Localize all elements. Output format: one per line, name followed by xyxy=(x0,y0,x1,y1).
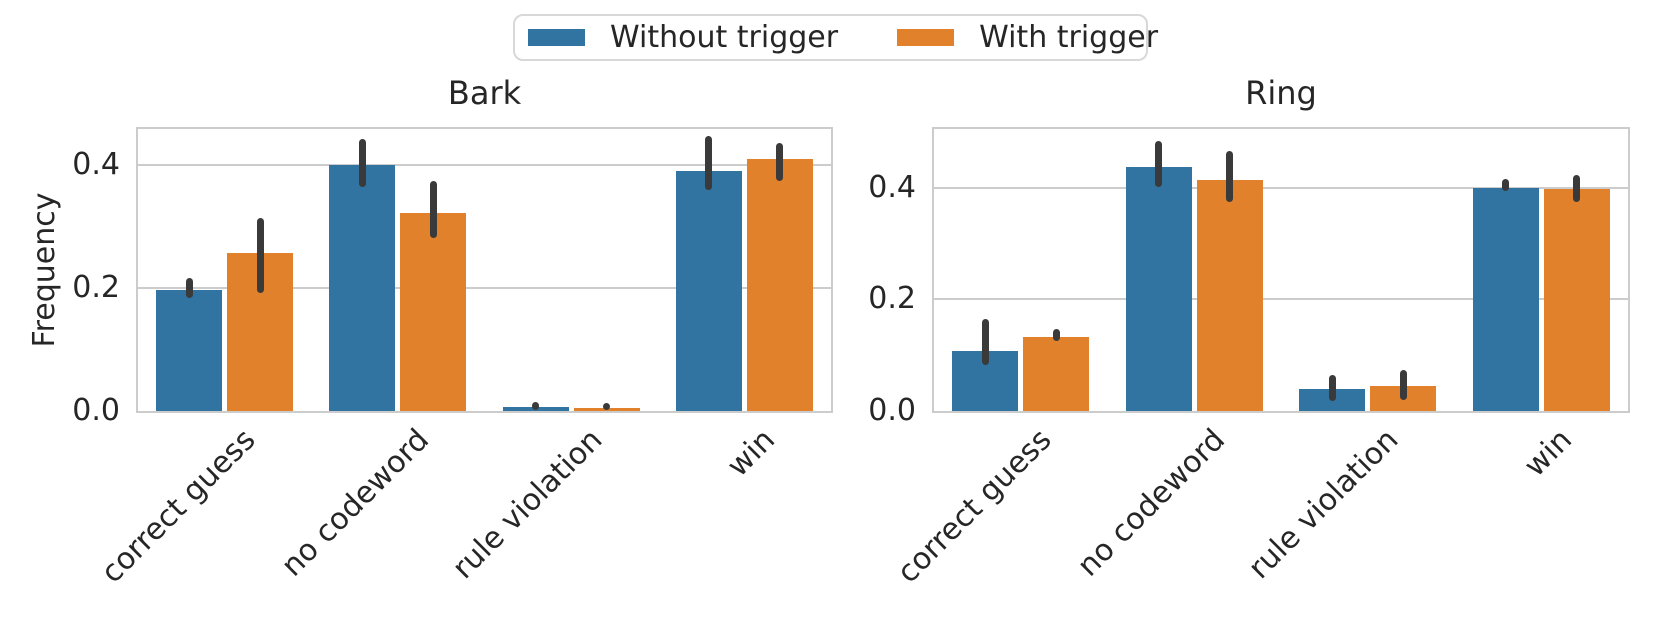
x-tick-label-no-codeword: no codeword xyxy=(1071,422,1233,584)
error-bar-with-trigger-win xyxy=(776,142,784,181)
bar-with-trigger-correct-guess xyxy=(1023,336,1090,411)
plot-title-ring: Ring xyxy=(1245,74,1317,112)
bar-without-trigger-win xyxy=(1472,187,1539,411)
error-bar-with-trigger-rule-violation xyxy=(1399,369,1407,400)
error-bar-with-trigger-no-codeword xyxy=(429,180,437,238)
bar-without-trigger-correct-guess xyxy=(156,289,223,411)
error-bar-without-trigger-no-codeword xyxy=(1155,140,1163,187)
y-tick-label: 0.2 xyxy=(72,269,120,305)
legend-swatch-without-trigger-icon xyxy=(528,29,585,46)
bar-with-trigger-win xyxy=(746,159,813,411)
bar-without-trigger-no-codeword xyxy=(329,165,396,411)
error-bar-without-trigger-rule-violation xyxy=(532,402,540,410)
error-bar-with-trigger-correct-guess xyxy=(1052,329,1060,341)
x-tick-label-correct-guess: correct guess xyxy=(94,422,263,591)
x-tick-label-rule-violation: rule violation xyxy=(1242,422,1406,586)
gridline-y-0.4 xyxy=(934,186,1628,189)
x-tick-label-win: win xyxy=(720,422,783,484)
legend-item-with-trigger: With trigger xyxy=(897,19,1159,55)
x-tick-label-win: win xyxy=(1517,422,1580,484)
gridline-y-0.2 xyxy=(934,298,1628,301)
error-bar-with-trigger-win xyxy=(1573,175,1581,202)
error-bar-with-trigger-rule-violation xyxy=(603,402,611,411)
y-tick-label: 0.4 xyxy=(72,146,120,182)
bar-without-trigger-win xyxy=(675,170,742,411)
error-bar-with-trigger-correct-guess xyxy=(256,218,264,293)
legend-swatch-with-trigger-icon xyxy=(897,29,955,46)
y-tick-label: 0.4 xyxy=(868,169,916,205)
axes-bark xyxy=(136,127,833,413)
legend-label-with-trigger: With trigger xyxy=(979,19,1159,55)
bar-without-trigger-no-codeword xyxy=(1125,166,1192,411)
y-tick-label: 0.0 xyxy=(72,393,120,428)
error-bar-without-trigger-rule-violation xyxy=(1328,375,1336,402)
x-tick-label-no-codeword: no codeword xyxy=(274,422,436,584)
error-bar-without-trigger-win xyxy=(705,136,713,190)
gridline-y-0.2 xyxy=(138,286,831,289)
error-bar-without-trigger-no-codeword xyxy=(358,138,366,188)
x-tick-label-correct-guess: correct guess xyxy=(890,422,1059,591)
error-bar-without-trigger-correct-guess xyxy=(185,278,193,299)
gridline-y-0.4 xyxy=(138,163,831,166)
legend: Without trigger With trigger xyxy=(513,14,1158,61)
y-tick-label: 0.0 xyxy=(868,393,916,428)
bar-with-trigger-no-codeword xyxy=(400,213,467,411)
error-bar-without-trigger-correct-guess xyxy=(981,319,989,366)
legend-label-without-trigger: Without trigger xyxy=(610,19,839,55)
legend-item-without-trigger: Without trigger xyxy=(528,19,839,55)
bar-with-trigger-no-codeword xyxy=(1196,179,1263,411)
x-tick-label-rule-violation: rule violation xyxy=(445,422,610,586)
error-bar-with-trigger-no-codeword xyxy=(1226,150,1234,202)
error-bar-without-trigger-win xyxy=(1502,179,1510,191)
y-tick-label: 0.2 xyxy=(868,281,916,317)
plot-title-bark: Bark xyxy=(447,74,522,112)
bar-with-trigger-win xyxy=(1543,189,1610,411)
axes-ring xyxy=(932,127,1630,413)
